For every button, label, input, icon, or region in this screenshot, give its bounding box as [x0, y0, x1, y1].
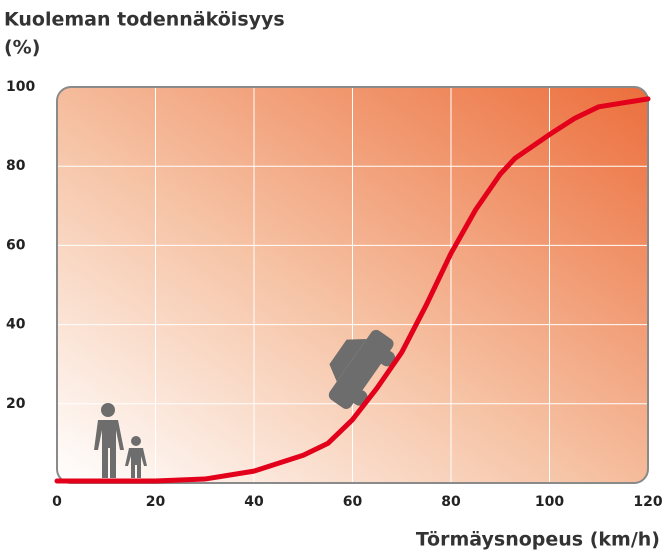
- x-tick-label: 0: [52, 494, 62, 510]
- y-label-line: Kuoleman todennäköisyys: [4, 9, 285, 31]
- x-tick-label: 20: [146, 494, 166, 510]
- y-tick-label: 20: [6, 396, 26, 412]
- x-tick-label: 40: [244, 494, 264, 510]
- y-tick-label: 80: [6, 158, 26, 174]
- x-tick-label: 80: [441, 494, 461, 510]
- plot-frame: [56, 86, 649, 484]
- y-tick-label: 100: [6, 79, 35, 95]
- car: [328, 329, 396, 409]
- child-head: [131, 436, 141, 446]
- adult-head: [101, 403, 115, 417]
- x-tick-label: 100: [535, 494, 564, 510]
- adult-body: [94, 420, 124, 478]
- line: [54, 96, 651, 484]
- y-tick-label: 60: [6, 237, 26, 253]
- icons: [94, 329, 396, 478]
- x-label: Törmäysnopeus (km/h): [416, 529, 660, 551]
- x-tick-label: 60: [343, 494, 363, 510]
- y-label-line: (%): [4, 37, 40, 59]
- child-body: [125, 448, 147, 478]
- y-tick-label: 40: [6, 317, 26, 333]
- x-tick-label: 120: [633, 494, 662, 510]
